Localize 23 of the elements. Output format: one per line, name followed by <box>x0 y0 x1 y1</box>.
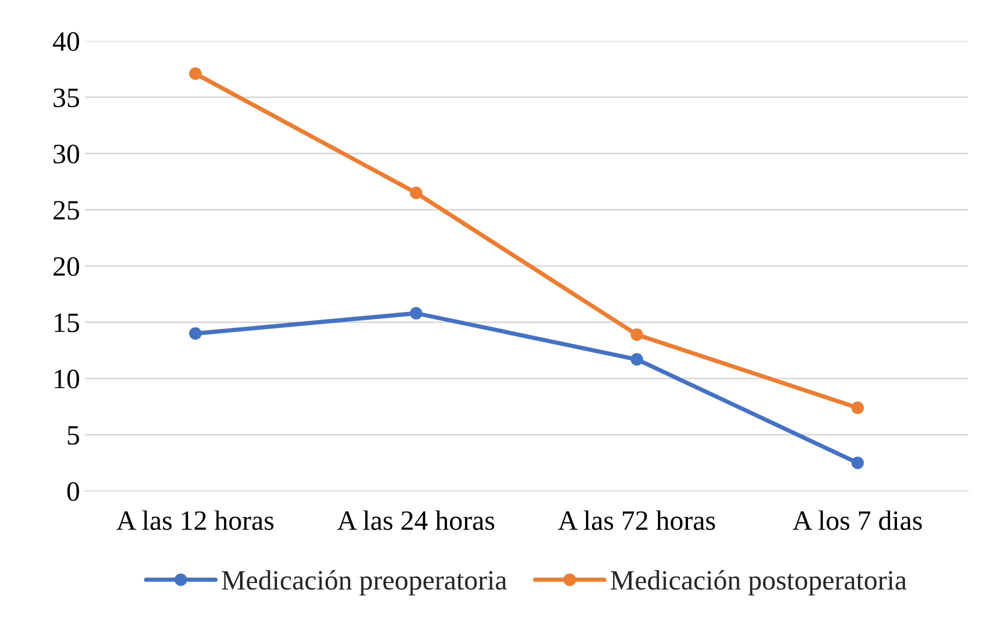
legend-label: Medicación postoperatoria <box>610 570 907 596</box>
point <box>851 456 864 470</box>
x-tick-label: A los 7 dias <box>792 510 922 530</box>
legend-label: Medicación preoperatoria <box>222 570 507 596</box>
point <box>410 186 422 200</box>
y-tick-label: 5 <box>68 426 80 445</box>
y-tick-label: 30 <box>54 144 80 164</box>
point <box>189 327 202 340</box>
x-tick-label: A las 72 horas <box>558 510 715 530</box>
point <box>410 307 422 320</box>
point <box>189 67 202 80</box>
point <box>851 402 864 414</box>
y-tick-label: 35 <box>54 88 80 108</box>
point <box>630 328 644 341</box>
y-tick-label: 0 <box>67 482 80 501</box>
y-tick-label: 25 <box>54 200 80 220</box>
x-tick-label: A las 12 horas <box>116 510 274 530</box>
y-tick-label: 10 <box>54 370 80 388</box>
x-tick-label: A las 24 horas <box>337 510 494 530</box>
point <box>630 353 644 366</box>
y-tick-label: 15 <box>54 314 80 332</box>
y-tick-label: 40 <box>52 32 80 51</box>
y-tick-label: 20 <box>54 257 80 276</box>
